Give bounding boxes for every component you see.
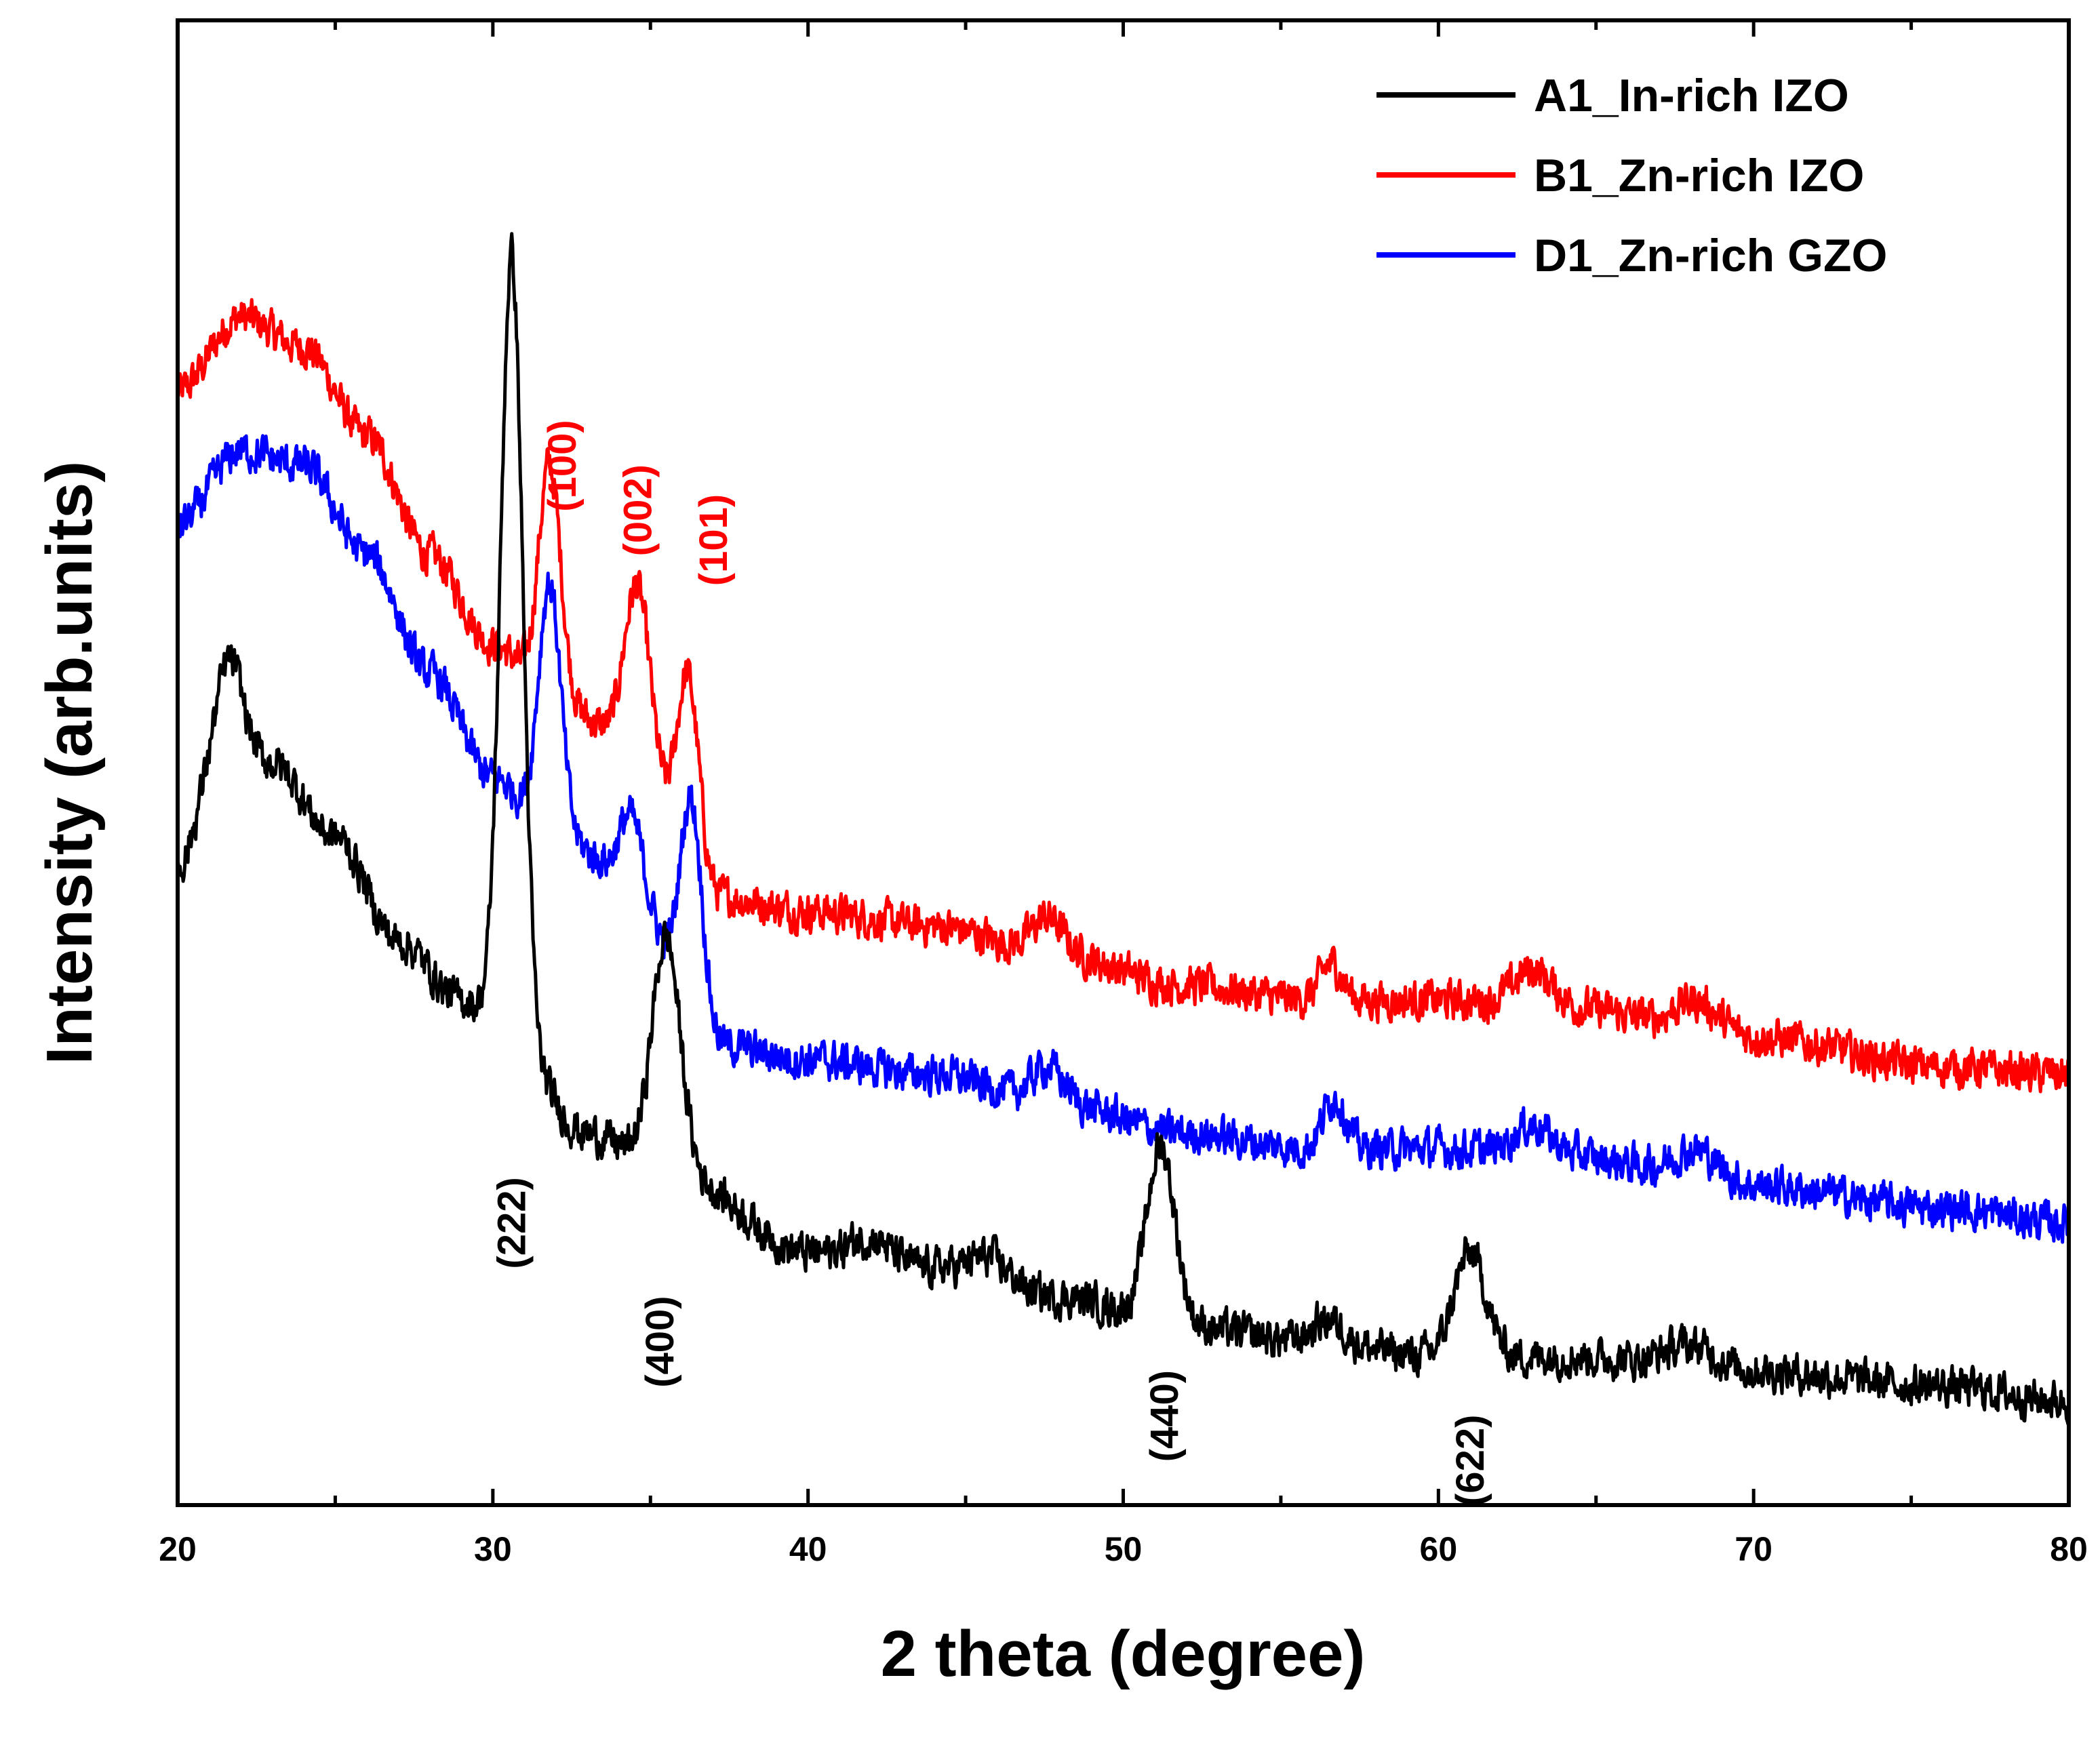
peak-label: (622): [1448, 1415, 1492, 1506]
peak-label: (400): [638, 1296, 682, 1387]
legend-label: D1_Zn-rich GZO: [1534, 230, 1887, 281]
x-tick-label: 40: [789, 1530, 827, 1568]
x-tick-label: 20: [159, 1530, 197, 1568]
x-tick-label: 70: [1735, 1530, 1772, 1568]
series-line-A1_In-rich IZO: [176, 232, 2071, 1426]
series-line-D1_Zn-rich GZO: [176, 434, 2071, 1244]
legend: A1_In-rich IZO B1_Zn-rich IZO D1_Zn-rich G…: [1376, 70, 1887, 281]
series-line-B1_Zn-rich IZO: [176, 298, 2071, 1094]
peak-label: (100): [540, 420, 585, 511]
x-tick-label: 30: [474, 1530, 512, 1568]
x-tick-label: 60: [1420, 1530, 1458, 1568]
legend-label: A1_In-rich IZO: [1534, 70, 1849, 121]
x-tick-label: 80: [2050, 1530, 2088, 1568]
peak-label: (002): [616, 464, 660, 556]
x-axis-ticks: 20 30 40 50 60 70 80: [159, 20, 2088, 1568]
peak-label: (101): [692, 494, 736, 586]
peak-label: (440): [1143, 1370, 1187, 1462]
x-tick-label: 50: [1105, 1530, 1143, 1568]
peak-label: (222): [490, 1177, 534, 1268]
series-layer: [176, 232, 2071, 1426]
x-axis-title: 2 theta (degree): [881, 1618, 1366, 1690]
y-axis-title: Intensity (arb.units): [33, 461, 106, 1065]
legend-label: B1_Zn-rich IZO: [1534, 150, 1864, 201]
peak-annotations: (222) (400) (440) (622) (100) (002) (101): [490, 420, 1492, 1506]
